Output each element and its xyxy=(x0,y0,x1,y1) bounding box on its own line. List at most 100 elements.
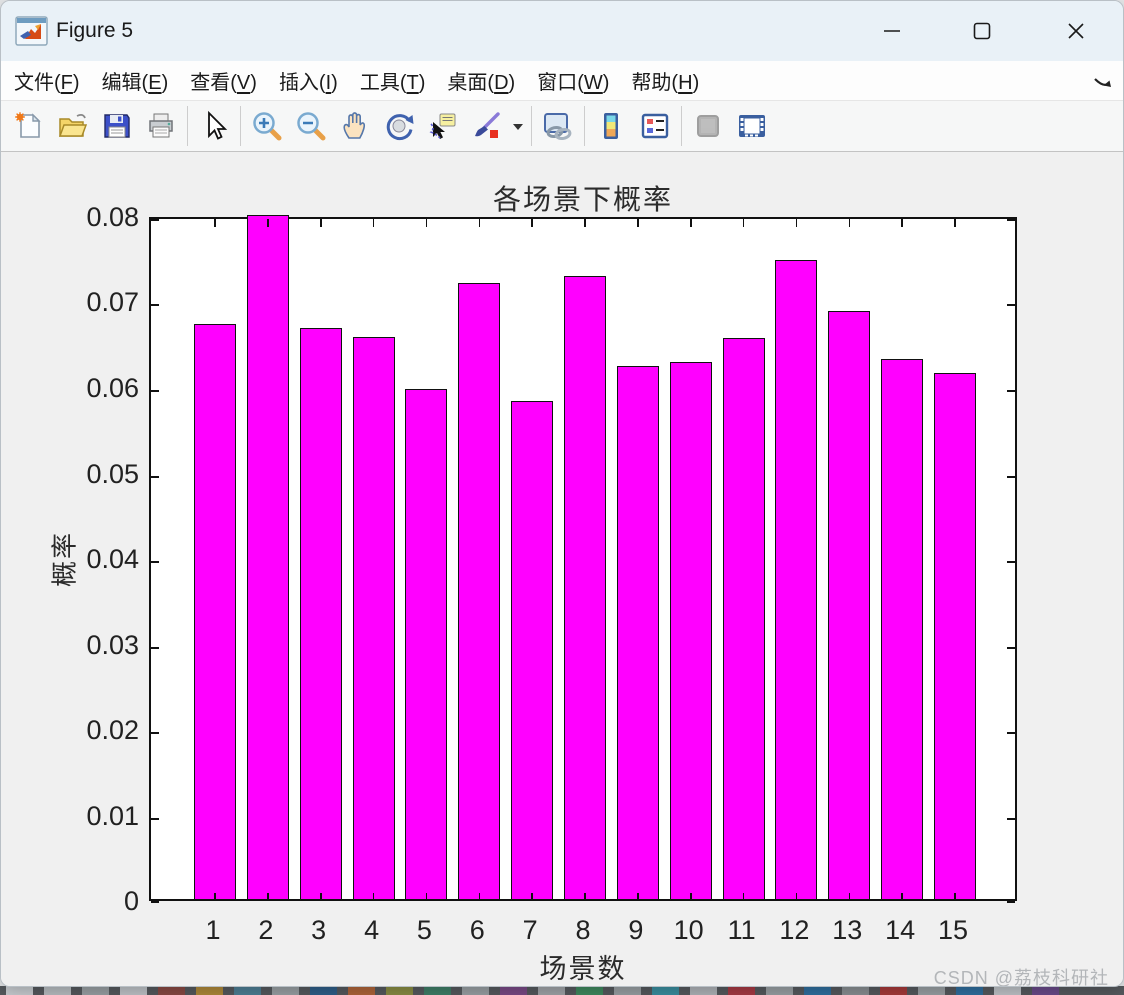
x-tick xyxy=(320,893,322,901)
x-tick xyxy=(954,219,956,227)
bar-3 xyxy=(299,328,342,899)
print-figure-button[interactable] xyxy=(139,105,183,147)
y-tick-label: 0.07 xyxy=(86,287,139,317)
hide-plot-tools-button[interactable] xyxy=(686,105,730,147)
menu-bar: 文件(F) 编辑(E) 查看(V) 插入(I) 工具(T) 桌面(D) 窗口(W) 帮助(H) xyxy=(1,61,1123,101)
strip-block xyxy=(120,986,147,995)
x-tick-label: 6 xyxy=(469,915,485,945)
menu-item-v[interactable]: 查看(V) xyxy=(190,72,257,94)
x-tick xyxy=(742,893,745,901)
menu-overflow-arrow-icon[interactable] xyxy=(1091,69,1115,93)
close-icon xyxy=(1068,23,1084,39)
x-tick xyxy=(690,219,692,227)
menu-item-h[interactable]: 帮助(H) xyxy=(631,72,700,94)
y-tick-label: 0.05 xyxy=(86,459,139,489)
print-figure-icon xyxy=(149,113,173,138)
bar-13 xyxy=(828,311,871,899)
strip-block xyxy=(82,986,109,995)
open-file-icon xyxy=(58,113,88,137)
menu-item-d[interactable]: 桌面(D) xyxy=(447,72,516,94)
insert-legend-button[interactable] xyxy=(633,105,677,147)
pan-hand-icon xyxy=(343,112,366,139)
menu-item-w[interactable]: 窗口(W) xyxy=(537,72,610,94)
y-tick xyxy=(151,901,159,903)
insert-colorbar-button[interactable] xyxy=(589,105,633,147)
x-tick xyxy=(478,893,480,901)
x-tick xyxy=(267,893,269,901)
show-plot-tools-button[interactable] xyxy=(730,105,774,147)
x-tick-label: 10 xyxy=(673,915,704,945)
strip-block xyxy=(196,986,223,995)
bar-12 xyxy=(775,260,818,899)
strip-block xyxy=(158,986,185,995)
y-tick xyxy=(1007,901,1015,903)
strip-block xyxy=(956,986,983,995)
toolbar-separator xyxy=(531,106,532,146)
zoom-in-button[interactable] xyxy=(245,105,289,147)
x-tick xyxy=(795,219,798,227)
cursor-arrow-button[interactable] xyxy=(192,105,236,147)
bar-7 xyxy=(511,401,554,899)
toolbar-separator xyxy=(240,106,241,146)
y-tick xyxy=(1007,304,1015,306)
menu-item-f[interactable]: 文件(F) xyxy=(14,72,80,94)
new-file-button[interactable] xyxy=(7,105,51,147)
strip-block xyxy=(728,986,755,995)
x-tick xyxy=(267,219,269,227)
new-file-icon xyxy=(15,112,41,138)
strip-block xyxy=(690,986,717,995)
y-tick xyxy=(1007,647,1015,649)
link-plot-button[interactable] xyxy=(536,105,580,147)
pan-hand-button[interactable] xyxy=(333,105,377,147)
x-tick xyxy=(478,219,480,227)
x-tick xyxy=(954,893,956,901)
maximize-button[interactable] xyxy=(951,9,1013,53)
x-tick-label: 9 xyxy=(628,915,644,945)
brush-button[interactable] xyxy=(465,105,509,147)
rotate-3d-button[interactable] xyxy=(377,105,421,147)
x-tick xyxy=(425,219,428,227)
y-tick xyxy=(151,476,159,478)
titlebar[interactable]: Figure 5 xyxy=(1,1,1123,61)
bar-9 xyxy=(616,366,659,899)
data-cursor-button[interactable] xyxy=(421,105,465,147)
strip-block xyxy=(538,986,565,995)
y-tick-label: 0.01 xyxy=(86,801,139,831)
brush-dropdown-button[interactable] xyxy=(509,105,527,147)
y-tick xyxy=(151,561,159,563)
strip-block xyxy=(576,986,603,995)
cursor-arrow-icon xyxy=(208,110,228,140)
close-button[interactable] xyxy=(1045,9,1107,53)
save-figure-icon xyxy=(104,114,130,138)
y-tick xyxy=(1007,219,1015,221)
y-tick xyxy=(151,219,159,221)
brush-dropdown-icon xyxy=(513,124,523,130)
strip-block xyxy=(614,986,641,995)
chart-title: 各场景下概率 xyxy=(492,185,673,216)
x-tick-label: 3 xyxy=(311,915,327,945)
strip-block xyxy=(880,986,907,995)
x-tick xyxy=(848,219,850,227)
strip-block xyxy=(804,986,831,995)
menu-item-t[interactable]: 工具(T) xyxy=(359,72,426,94)
save-figure-button[interactable] xyxy=(95,105,139,147)
x-tick xyxy=(690,893,692,901)
open-file-button[interactable] xyxy=(51,105,95,147)
menu-item-e[interactable]: 编辑(E) xyxy=(101,72,169,94)
strip-block xyxy=(272,986,299,995)
rotate-3d-icon xyxy=(386,114,414,141)
minimize-button[interactable] xyxy=(861,9,923,53)
menu-item-i[interactable]: 插入(I) xyxy=(278,72,338,94)
x-tick xyxy=(901,219,903,227)
window-title: Figure 5 xyxy=(56,19,134,42)
zoom-out-button[interactable] xyxy=(289,105,333,147)
x-tick xyxy=(584,893,586,901)
figure-toolbar xyxy=(1,101,1123,152)
menu-bar-items: 文件(F) 编辑(E) 查看(V) 插入(I) 工具(T) 桌面(D) 窗口(W) 帮助(H) xyxy=(3,61,710,100)
toolbar-separator xyxy=(187,106,188,146)
bar-2 xyxy=(246,215,289,899)
x-tick xyxy=(901,893,903,901)
y-tick xyxy=(1007,476,1015,478)
x-tick xyxy=(372,219,375,227)
